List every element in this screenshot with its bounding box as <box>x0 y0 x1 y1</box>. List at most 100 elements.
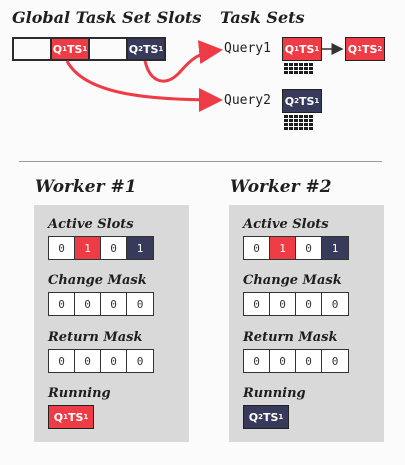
active-slot-cell: 1 <box>322 237 348 259</box>
task-cell <box>309 115 313 118</box>
change-mask-row: 0 0 0 0 <box>243 292 349 316</box>
arrow-slot3-to-query1 <box>143 40 223 83</box>
task-cell <box>299 67 303 70</box>
change-mask-cell: 0 <box>244 293 270 315</box>
task-cell <box>299 115 303 118</box>
task-cell <box>309 123 313 126</box>
task-cell <box>284 115 288 118</box>
active-slots-row: 0 1 0 1 <box>48 236 154 260</box>
return-mask-label: Return Mask <box>243 330 338 345</box>
global-slot-3: Q 2 TS 1 <box>128 39 164 59</box>
taskset-q1ts2: Q 1 TS 2 <box>345 37 385 61</box>
active-slot-cell: 0 <box>49 237 75 259</box>
task-cell <box>309 67 313 70</box>
active-slots-row: 0 1 0 1 <box>243 236 349 260</box>
task-cell <box>299 71 303 74</box>
return-mask-row: 0 0 0 0 <box>243 349 349 373</box>
task-cell <box>309 127 313 130</box>
change-mask-cell: 0 <box>322 293 348 315</box>
task-cell <box>299 127 303 130</box>
running-label: Running <box>243 386 306 401</box>
worker2-panel: Active Slots 0 1 0 1 Change Mask 0 0 0 0… <box>229 205 384 442</box>
running-taskset: Q 2 TS 1 <box>243 405 289 429</box>
task-cell <box>299 63 303 66</box>
global-slots: Q 1 TS 1 Q 2 TS 1 <box>12 37 166 61</box>
active-slots-label: Active Slots <box>243 217 329 232</box>
change-mask-label: Change Mask <box>243 273 342 288</box>
task-cell <box>294 67 298 70</box>
return-mask-cell: 0 <box>296 350 322 372</box>
change-mask-label: Change Mask <box>48 273 147 288</box>
active-slot-cell: 0 <box>244 237 270 259</box>
task-cell <box>304 115 308 118</box>
task-cell <box>299 123 303 126</box>
task-cell <box>304 71 308 74</box>
return-mask-cell: 0 <box>127 350 153 372</box>
change-mask-row: 0 0 0 0 <box>48 292 154 316</box>
task-cell <box>294 63 298 66</box>
task-cell <box>294 119 298 122</box>
query2-label: Query2 <box>224 93 271 108</box>
query1-label: Query1 <box>224 41 271 56</box>
task-cell <box>304 67 308 70</box>
task-cell <box>284 127 288 130</box>
change-mask-cell: 0 <box>296 293 322 315</box>
change-mask-cell: 0 <box>49 293 75 315</box>
task-cell <box>289 67 293 70</box>
global-slot-1: Q 1 TS 1 <box>52 39 90 59</box>
task-cell <box>294 123 298 126</box>
active-slot-cell: 1 <box>127 237 153 259</box>
global-slot-0 <box>14 39 52 59</box>
task-cell <box>299 119 303 122</box>
active-slot-cell: 0 <box>296 237 322 259</box>
task-sets-title: Task Sets <box>220 8 305 27</box>
task-cell <box>289 119 293 122</box>
task-cell <box>284 123 288 126</box>
task-cell <box>294 71 298 74</box>
worker2-title: Worker #2 <box>230 177 332 197</box>
task-cell <box>309 119 313 122</box>
arrow-slot1-to-query2 <box>65 60 223 112</box>
return-mask-label: Return Mask <box>48 330 143 345</box>
change-mask-cell: 0 <box>270 293 296 315</box>
task-grid-q1ts1 <box>284 63 313 74</box>
task-cell <box>304 127 308 130</box>
return-mask-cell: 0 <box>244 350 270 372</box>
change-mask-cell: 0 <box>101 293 127 315</box>
active-slot-cell: 0 <box>101 237 127 259</box>
return-mask-cell: 0 <box>101 350 127 372</box>
task-cell <box>309 63 313 66</box>
task-cell <box>284 63 288 66</box>
change-mask-cell: 0 <box>75 293 101 315</box>
task-cell <box>289 63 293 66</box>
divider <box>19 161 382 162</box>
task-cell <box>289 127 293 130</box>
worker1-panel: Active Slots 0 1 0 1 Change Mask 0 0 0 0… <box>34 205 189 442</box>
return-mask-cell: 0 <box>322 350 348 372</box>
worker1-title: Worker #1 <box>35 177 137 197</box>
task-cell <box>289 71 293 74</box>
task-cell <box>294 115 298 118</box>
change-mask-cell: 0 <box>127 293 153 315</box>
task-cell <box>304 63 308 66</box>
running-label: Running <box>48 386 111 401</box>
return-mask-row: 0 0 0 0 <box>48 349 154 373</box>
global-task-set-slots-title: Global Task Set Slots <box>12 8 202 27</box>
task-cell <box>294 127 298 130</box>
taskset-q1ts1: Q 1 TS 1 <box>282 37 322 61</box>
active-slot-cell: 1 <box>270 237 296 259</box>
task-cell <box>304 123 308 126</box>
taskset-q2ts1: Q 2 TS 1 <box>282 89 322 113</box>
return-mask-cell: 0 <box>270 350 296 372</box>
global-slot-2 <box>90 39 128 59</box>
task-cell <box>309 71 313 74</box>
task-cell <box>284 119 288 122</box>
task-grid-q2ts1 <box>284 115 313 130</box>
task-cell <box>289 123 293 126</box>
task-cell <box>284 71 288 74</box>
return-mask-cell: 0 <box>49 350 75 372</box>
task-cell <box>289 115 293 118</box>
return-mask-cell: 0 <box>75 350 101 372</box>
task-cell <box>304 119 308 122</box>
